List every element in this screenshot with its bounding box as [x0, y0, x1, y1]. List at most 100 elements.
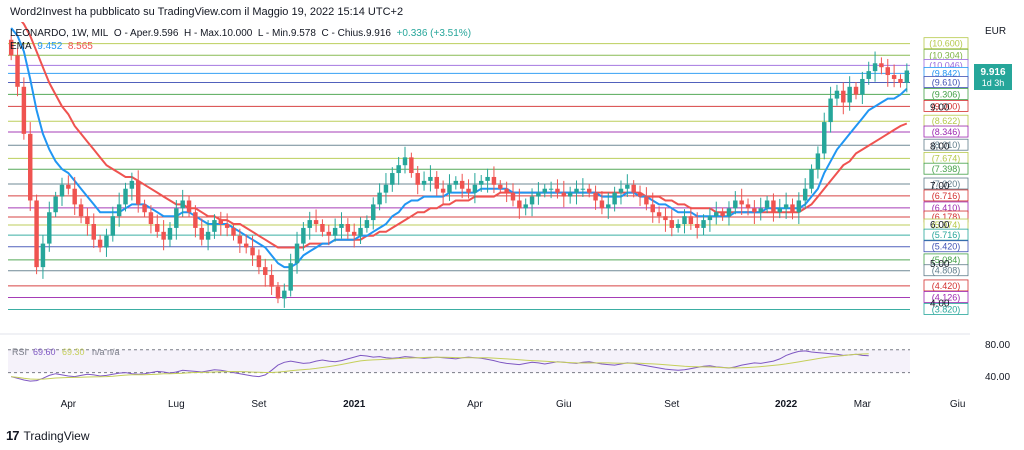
candle-body: [879, 63, 884, 68]
candle-body: [396, 165, 401, 174]
candle-body: [40, 243, 46, 268]
candle-body: [263, 267, 268, 275]
change-value: +0.336 (+3.51%): [396, 28, 472, 39]
candle-body: [288, 263, 293, 291]
candle-body: [542, 188, 547, 193]
y-tick-label: 6.00: [930, 220, 950, 231]
candle-body: [682, 216, 687, 224]
candle-body: [390, 173, 395, 185]
chart-frame[interactable]: (10.600) (10.304) (10.046) (9.842) (9.610) (9…: [0, 7, 1024, 412]
candle-body: [669, 220, 675, 228]
y-tick-label: 5.00: [930, 259, 950, 270]
level-label: (4.126): [932, 292, 961, 302]
level-label: (6.410): [932, 203, 961, 213]
level-label: (3.820): [932, 304, 961, 314]
ema-label[interactable]: EMA: [10, 41, 32, 52]
level-label: (9.000): [932, 101, 961, 111]
candle-body: [580, 188, 586, 190]
candle-body: [841, 90, 846, 103]
candle-body: [91, 224, 96, 240]
candle-body: [28, 133, 33, 201]
candle-body: [612, 192, 617, 205]
candle-body: [485, 176, 490, 181]
candle-body: [415, 173, 420, 185]
price-badge-value: 9.916: [980, 67, 1005, 78]
candle-body: [523, 204, 528, 209]
candle-body: [726, 208, 732, 217]
level-label: (8.010): [932, 140, 961, 150]
candle-body: [472, 184, 478, 193]
candle-body: [212, 220, 217, 232]
candle-body: [129, 180, 135, 189]
x-tick-label: Apr: [61, 399, 77, 410]
ema-fast-line: [10, 27, 908, 269]
candle-body: [53, 196, 58, 213]
candle-body: [536, 192, 541, 197]
candle-body: [66, 184, 71, 189]
candle-body: [224, 224, 230, 228]
price-chart[interactable]: (10.600)(10.304)(10.046)(9.842)(9.610) (9…: [0, 7, 1024, 412]
ema-legend: EMA 9.452 8.565: [10, 41, 93, 52]
candle-body: [479, 180, 484, 185]
x-tick-label: Set: [251, 399, 266, 410]
candle-body: [891, 75, 897, 79]
ohlc-legend: LEONARDO, 1W, MIL O - Aper.9.596 H - Max…: [10, 28, 471, 39]
candle-body: [739, 200, 744, 205]
level-label-box: [923, 177, 969, 190]
candle-body: [707, 216, 713, 221]
x-tick-label: 2021: [343, 399, 366, 410]
candle-body: [161, 231, 166, 240]
rsi-value-2: 69.30: [62, 347, 85, 357]
level-label: (8.622): [932, 116, 961, 126]
candle-body: [453, 180, 459, 185]
candle-body: [745, 204, 751, 209]
candle-body: [434, 176, 439, 189]
candle-body: [193, 212, 198, 228]
publish-attribution: Word2Invest ha pubblicato su TradingView…: [10, 6, 404, 18]
candle-body: [97, 239, 103, 248]
candle-body: [243, 243, 249, 248]
level-label: (9.842): [932, 68, 961, 78]
candle-body: [358, 227, 363, 236]
candle-body: [720, 212, 725, 217]
candle-body: [47, 212, 52, 244]
candle-body: [142, 204, 147, 213]
candle-body: [237, 235, 243, 244]
brand-name: TradingView: [23, 428, 90, 443]
candle-body: [345, 224, 351, 232]
symbol-label[interactable]: LEONARDO, 1W, MIL: [10, 28, 109, 39]
candle-body: [733, 200, 738, 209]
candle-body: [110, 216, 116, 236]
level-label: (5.420): [932, 242, 961, 252]
candle-body: [59, 184, 65, 197]
candle-body: [764, 200, 770, 209]
candle-body: [599, 200, 605, 209]
candle-body: [332, 227, 338, 236]
candle-body: [650, 204, 655, 213]
candle-body: [256, 255, 262, 268]
high-value: H - Max.10.000: [183, 28, 253, 39]
footer-branding[interactable]: 17 TradingView: [6, 428, 90, 443]
candle-body: [383, 184, 389, 193]
candle-body: [135, 180, 141, 205]
level-label-box: [923, 76, 969, 88]
price-badge-countdown: 1d 3h: [982, 78, 1005, 88]
candle-body: [8, 39, 14, 56]
level-label-box: [923, 37, 969, 50]
candle-body: [364, 220, 370, 228]
candle-body: [250, 247, 255, 256]
candle-body: [758, 208, 763, 213]
candle-body: [606, 204, 611, 209]
level-label: (9.306): [932, 89, 961, 99]
level-label: (5.974): [932, 220, 961, 230]
ema-fast-value: 9.452: [37, 41, 63, 52]
candle-body: [466, 188, 471, 193]
candle-body: [796, 200, 802, 213]
level-label: (5.084): [932, 255, 961, 265]
candle-body: [205, 231, 211, 240]
candle-body: [180, 200, 185, 209]
candle-body: [155, 224, 160, 232]
x-tick-label: Apr: [467, 399, 483, 410]
candle-body: [809, 169, 814, 189]
candle-body: [148, 212, 154, 224]
